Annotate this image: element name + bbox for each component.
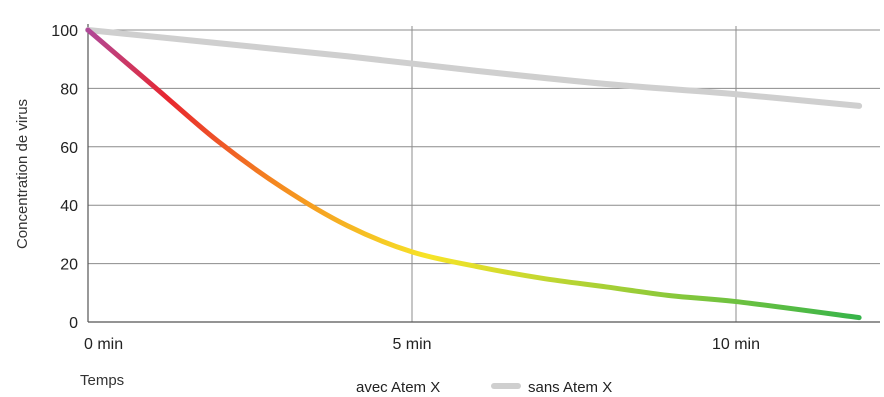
axes [87,24,880,323]
legend-item: sans Atem X [491,379,612,396]
legend-item: avec Atem X [319,379,440,396]
y-tick-label: 0 [69,315,78,332]
legend-label: avec Atem X [356,379,440,396]
x-tick-label: 10 min [712,336,760,353]
y-tick-label: 20 [60,257,78,274]
y-tick-label: 100 [51,23,78,40]
y-tick-label: 40 [60,198,78,215]
series-line-avec-atem-x [85,27,862,321]
x-axis-label: Temps [80,372,124,389]
series-layer [85,27,863,321]
x-tick-label: 0 min [84,336,123,353]
grid [88,26,880,322]
y-axis-label: Concentration de virus [14,99,31,249]
x-tick-label: 5 min [392,336,431,353]
legend-label: sans Atem X [528,379,612,396]
legend: avec Atem X sans Atem X [319,379,612,396]
series-line-sans-atem-x [85,27,863,109]
y-tick-label: 80 [60,81,78,98]
tick-labels: 0 20 40 60 80 100 0 min 5 min 10 min [51,23,760,353]
y-tick-label: 60 [60,140,78,157]
